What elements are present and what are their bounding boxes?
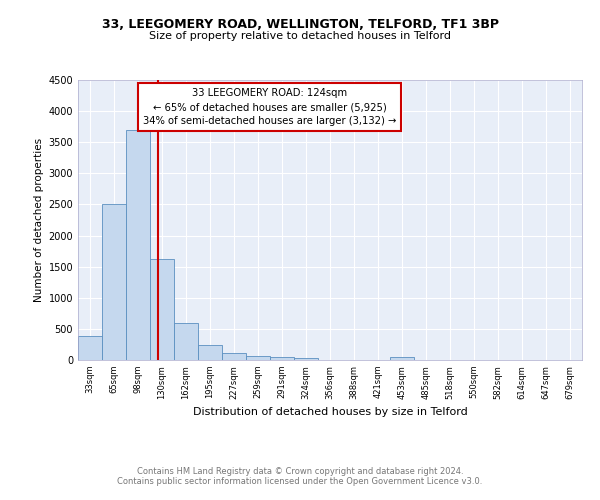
Bar — [294, 358, 318, 360]
Bar — [246, 356, 270, 360]
Bar — [222, 353, 246, 360]
Text: 33, LEEGOMERY ROAD, WELLINGTON, TELFORD, TF1 3BP: 33, LEEGOMERY ROAD, WELLINGTON, TELFORD,… — [101, 18, 499, 30]
Bar — [126, 130, 150, 360]
Bar — [390, 357, 414, 360]
Bar — [198, 345, 222, 360]
Bar — [102, 204, 126, 360]
X-axis label: Distribution of detached houses by size in Telford: Distribution of detached houses by size … — [193, 407, 467, 417]
Y-axis label: Number of detached properties: Number of detached properties — [34, 138, 44, 302]
Bar — [174, 322, 198, 360]
Text: Contains public sector information licensed under the Open Government Licence v3: Contains public sector information licen… — [118, 477, 482, 486]
Bar — [150, 259, 174, 360]
Bar — [270, 357, 294, 360]
Bar — [78, 336, 102, 360]
Text: 33 LEEGOMERY ROAD: 124sqm
← 65% of detached houses are smaller (5,925)
34% of se: 33 LEEGOMERY ROAD: 124sqm ← 65% of detac… — [143, 88, 396, 126]
Text: Contains HM Land Registry data © Crown copyright and database right 2024.: Contains HM Land Registry data © Crown c… — [137, 467, 463, 476]
Text: Size of property relative to detached houses in Telford: Size of property relative to detached ho… — [149, 31, 451, 41]
